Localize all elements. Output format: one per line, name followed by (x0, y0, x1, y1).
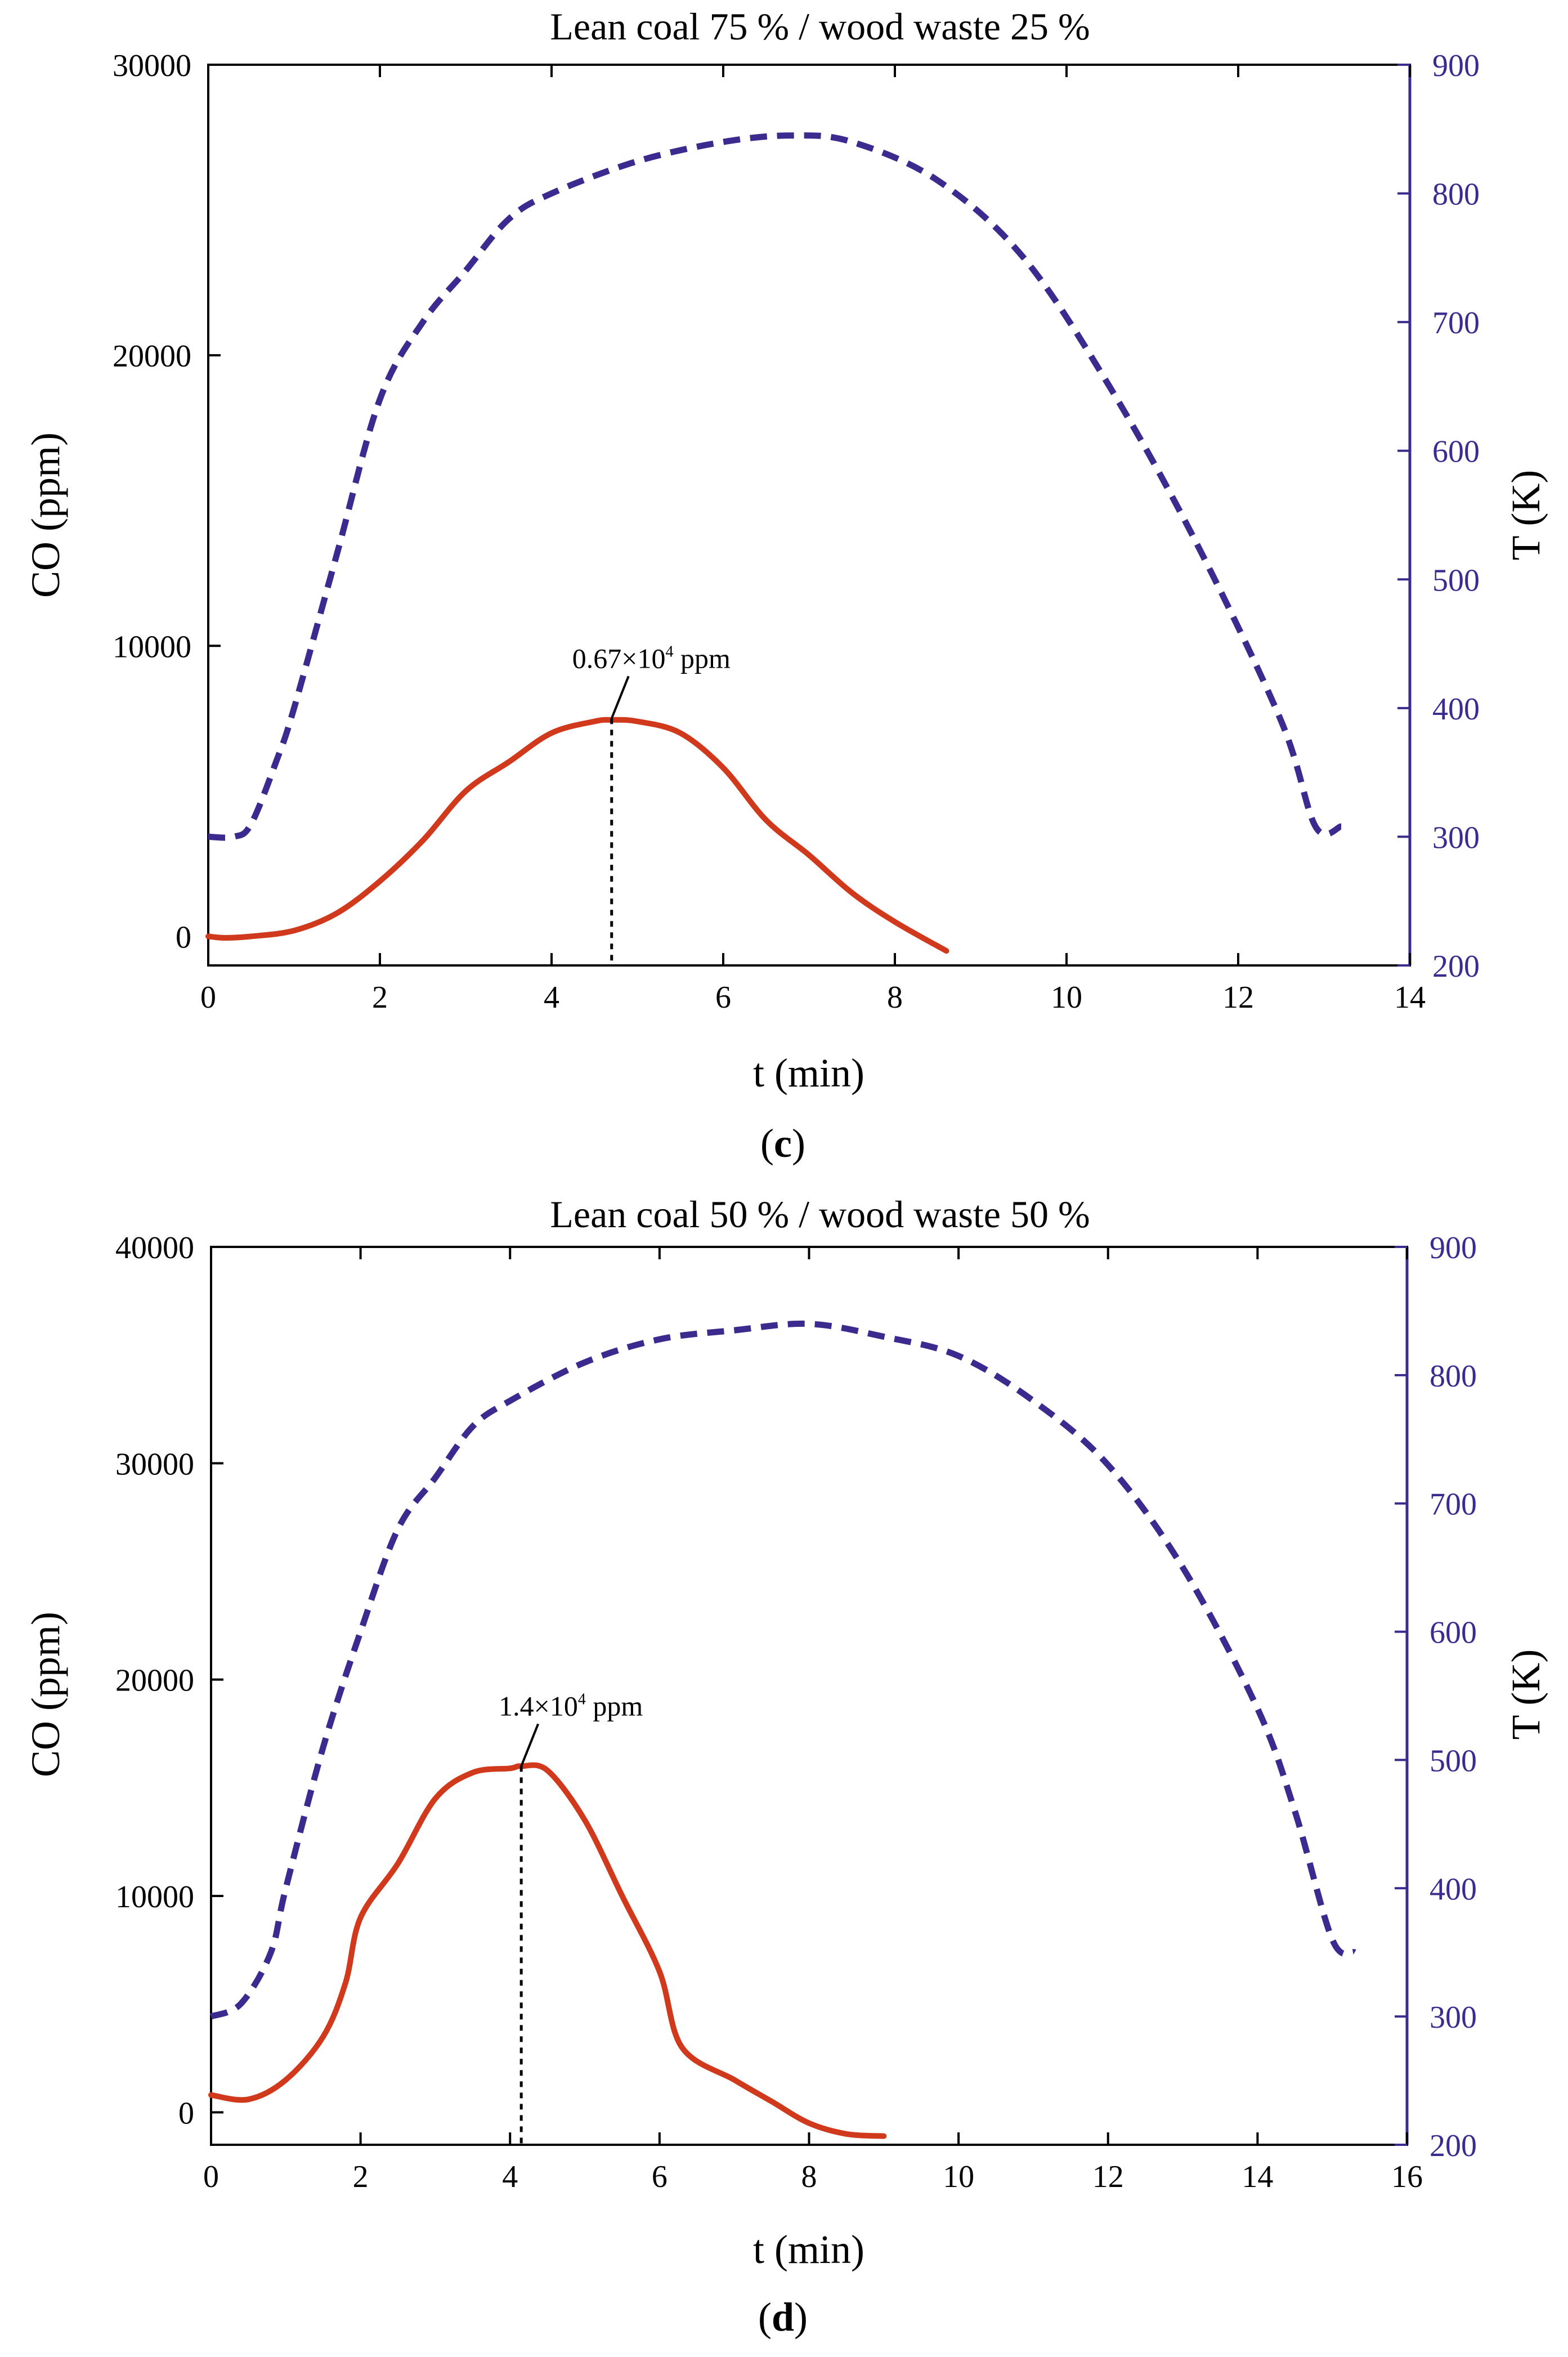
panel-d-plot-frame (210, 1246, 1408, 2146)
panel-c-peak-label: 0.67×104 ppm (572, 642, 731, 674)
panel-d-plot: 0 2 4 6 8 10 12 14 16 0 10000 20000 30000 40000 200 300… (115, 1231, 1477, 2194)
panel-c-caption-close: ) (792, 1121, 805, 1166)
panel-d-y2-tick-label: 600 (1430, 1616, 1477, 1651)
panel-c-x-axis-label: t (min) (753, 1050, 864, 1095)
panel-c-y2-tick-label: 900 (1432, 48, 1480, 83)
panel-c-x-tick-label: 8 (887, 980, 903, 1015)
panel-c-ticks: 0 2 4 6 8 10 12 14 0 10000 20000 30000 200 300 400 500 6… (113, 48, 1480, 1015)
panel-d-ticks: 0 2 4 6 8 10 12 14 16 0 10000 20000 30000 40000 200 300… (115, 1231, 1477, 2194)
panel-c-y-tick-label: 20000 (113, 339, 191, 374)
panel-c-caption-open: ( (760, 1121, 774, 1166)
panel-c: Lean coal 75 % / wood waste 25 % 0 2 4 6 8 10… (23, 5, 1548, 1166)
panel-c-y2-tick-label: 600 (1432, 435, 1480, 469)
panel-d-x-tick-label: 8 (801, 2159, 817, 2194)
panel-c-y2-tick-label: 800 (1432, 177, 1480, 212)
panel-c-x-tick-label: 4 (544, 980, 559, 1015)
panel-d-x-tick-label: 14 (1242, 2159, 1273, 2194)
panel-c-caption: (c) (760, 1121, 805, 1166)
panel-d-title: Lean coal 50 % / wood waste 50 % (550, 1193, 1090, 1236)
panel-d-peak-exponent: 4 (578, 1690, 586, 1708)
panel-d-y-axis-label: CO (ppm) (23, 1612, 68, 1777)
panel-c-peak-unit: ppm (673, 642, 731, 674)
panel-d-x-tick-label: 4 (502, 2159, 518, 2194)
panel-c-y2-axis-label: T (K) (1503, 470, 1548, 561)
panel-c-y-tick-label: 30000 (113, 48, 191, 83)
panel-d-y2-tick-label: 700 (1430, 1487, 1477, 1522)
panel-c-y2-tick-label: 400 (1432, 692, 1480, 727)
panel-d-caption-open: ( (758, 2295, 772, 2340)
panel-d-peak-value: 1.4×10 (499, 1690, 578, 1721)
panel-d-peak-leader (520, 1723, 540, 1767)
panel-c-x-tick-label: 10 (1051, 980, 1082, 1015)
panel-d-temperature-line (209, 1320, 1356, 2020)
panel-c-x-tick-label: 6 (715, 980, 731, 1015)
panel-d-caption-letter: d (772, 2295, 794, 2340)
panel-d-y-tick-label: 40000 (115, 1231, 194, 1265)
panel-d-x-tick-label: 12 (1092, 2159, 1124, 2194)
panel-d-x-tick-label: 0 (203, 2159, 219, 2194)
panel-c-peak-value: 0.67×10 (572, 642, 666, 674)
panel-d-y-tick-label: 0 (178, 2096, 194, 2131)
panel-d-y2-tick-label: 400 (1430, 1872, 1477, 1907)
panel-d-y2-tick-label: 800 (1430, 1359, 1477, 1394)
panel-c-y-tick-label: 10000 (113, 629, 191, 664)
panel-c-y2-tick-label: 500 (1432, 563, 1480, 598)
panel-d-x-tick-label: 10 (943, 2159, 974, 2194)
panel-d-x-tick-label: 2 (353, 2159, 369, 2194)
panel-d-y2-tick-label: 500 (1430, 1743, 1477, 1778)
panel-c-y2-tick-label: 200 (1432, 949, 1480, 984)
panel-c-plot-frame (207, 64, 1411, 967)
panel-d-peak-unit: ppm (586, 1690, 643, 1721)
panel-c-x-tick-label: 2 (372, 980, 388, 1015)
panel-c-y2-tick-label: 300 (1432, 820, 1480, 855)
panel-c-caption-letter: c (774, 1121, 792, 1166)
panel-d-y2-tick-label: 200 (1430, 2128, 1477, 2163)
panel-c-x-tick-label: 14 (1394, 980, 1426, 1015)
panel-d-peak-label: 1.4×104 ppm (499, 1690, 643, 1721)
panel-d-x-tick-label: 16 (1391, 2159, 1423, 2194)
panel-d-y-tick-label: 30000 (115, 1447, 194, 1482)
panel-c-x-tick-label: 12 (1222, 980, 1254, 1015)
panel-c-y-axis-label: CO (ppm) (23, 432, 68, 598)
panel-d-x-tick-label: 6 (652, 2159, 667, 2194)
panel-c-plot: 0 2 4 6 8 10 12 14 0 10000 20000 30000 200 300 400 500 6… (113, 48, 1480, 1015)
panel-c-x-tick-label: 0 (200, 980, 216, 1015)
panel-d-y-tick-label: 10000 (115, 1880, 194, 1915)
panel-c-y-tick-label: 0 (176, 920, 191, 955)
panel-d-caption-close: ) (794, 2295, 808, 2340)
panel-d-co-line (208, 1762, 887, 2139)
panel-d-caption: (d) (758, 2295, 808, 2340)
panel-c-co-line (205, 717, 949, 954)
panel-d-x-axis-label: t (min) (753, 2227, 864, 2272)
panel-c-peak-exponent: 4 (665, 643, 673, 660)
panel-c-title: Lean coal 75 % / wood waste 25 % (550, 5, 1090, 48)
panel-d-y2-tick-label: 300 (1430, 2000, 1477, 2035)
panel-c-peak-leader (610, 676, 630, 719)
panel-c-y2-tick-label: 700 (1432, 306, 1480, 341)
panel-c-temperature-line (208, 132, 1342, 841)
panel-d-y2-axis-label: T (K) (1503, 1649, 1548, 1740)
panel-d-y2-tick-label: 900 (1430, 1231, 1477, 1265)
panel-d: Lean coal 50 % / wood waste 50 % 0 2 4 6 8 10… (23, 1193, 1548, 2340)
panel-d-y-tick-label: 20000 (115, 1663, 194, 1698)
